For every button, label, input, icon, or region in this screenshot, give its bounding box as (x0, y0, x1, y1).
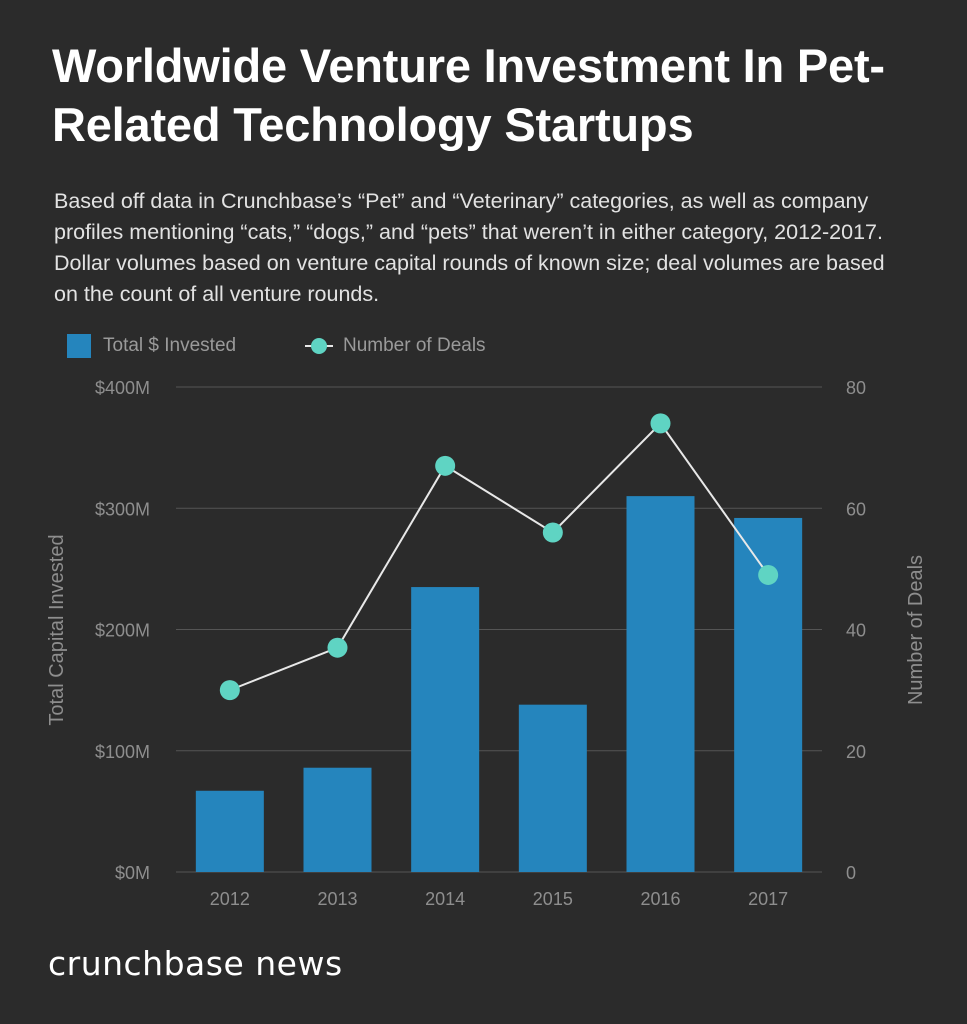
chart-title: Worldwide Venture Investment In Pet-Rela… (52, 39, 885, 151)
chart-subtitle: Based off data in Crunchbase’s “Pet” and… (54, 189, 885, 306)
y2-axis-title: Number of Deals (905, 555, 927, 705)
deals-point (219, 680, 240, 701)
bar-series (195, 496, 803, 872)
x-tick-label: 2013 (317, 889, 357, 909)
deals-line (229, 421, 769, 692)
legend-bars-label: Total $ Invested (103, 335, 237, 356)
x-tick-label: 2015 (533, 889, 573, 909)
deals-point (650, 413, 671, 434)
y-tick-label: $300M (95, 499, 150, 519)
deals-point (435, 455, 456, 476)
deals-point (327, 637, 348, 658)
y2-tick-label: 80 (846, 378, 866, 398)
legend-item-invested: Total $ Invested (67, 333, 236, 359)
y-tick-label: $0M (115, 863, 150, 883)
brand-logo-text: crunchbase news (48, 944, 343, 983)
y-tick-label: $200M (95, 621, 150, 641)
line-series (219, 413, 779, 701)
axis-labels: $0M 0 $100M 20 $200M 40 $300M 60 $400M 80 2012 2013… (46, 378, 927, 909)
gridlines (176, 386, 822, 873)
y-tick-label: $400M (95, 378, 150, 398)
legend-bar-swatch (67, 334, 91, 358)
y2-tick-label: 20 (846, 742, 866, 762)
x-tick-label: 2016 (640, 889, 680, 909)
y2-tick-label: 60 (846, 499, 866, 519)
bar (303, 767, 372, 872)
bar (195, 790, 264, 872)
deals-point (542, 522, 563, 543)
y-axis-title: Total Capital Invested (46, 534, 68, 725)
deals-point (758, 564, 779, 585)
bar (518, 704, 587, 872)
legend-item-deals: Number of Deals (305, 333, 486, 359)
x-tick-label: 2012 (210, 889, 250, 909)
y2-tick-label: 40 (846, 621, 866, 641)
x-tick-label: 2017 (748, 889, 788, 909)
y2-tick-label: 0 (846, 863, 856, 883)
combo-chart: $0M 0 $100M 20 $200M 40 $300M 60 $400M 80 2012 2013… (46, 378, 927, 909)
x-tick-label: 2014 (425, 889, 465, 909)
bar (626, 496, 695, 872)
legend-line-marker (305, 336, 333, 356)
y-tick-label: $100M (95, 742, 150, 762)
legend-line-label: Number of Deals (343, 335, 486, 356)
bar (411, 587, 480, 872)
